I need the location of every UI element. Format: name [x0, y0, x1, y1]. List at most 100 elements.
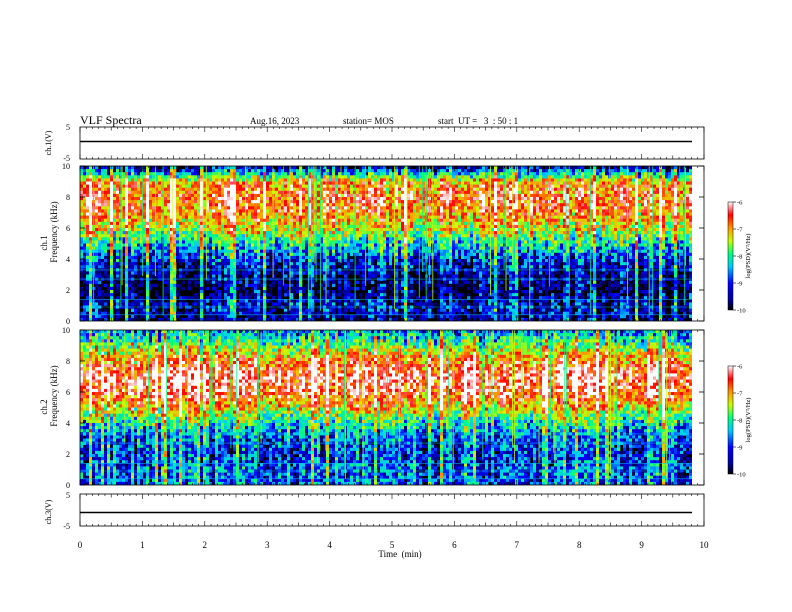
ch1-spectrogram-cell [332, 175, 336, 179]
ch1-spectrogram-cell [185, 240, 189, 244]
ch1-spectrogram-cell [200, 212, 204, 216]
ch1-spectrogram-cell [98, 302, 102, 306]
ch1-spectrogram-cell [335, 246, 339, 250]
ch1-spectrogram-cell [116, 228, 120, 232]
ch1-spectrogram-cell [314, 311, 318, 316]
ch1-spectrogram-cell [386, 193, 390, 198]
ch1-spectrogram-cell [251, 200, 255, 204]
ch1-spectrogram-cell [164, 197, 168, 201]
ch1-spectrogram-cell [377, 169, 381, 173]
ch1-spectrogram-cell [377, 311, 381, 316]
ch1-spectrogram-cell [365, 252, 369, 257]
ch1-spectrogram-cell [209, 262, 213, 266]
ch1-spectrogram-cell [89, 234, 93, 238]
ch1-spectrogram-cell [131, 212, 135, 216]
ch1-spectrogram-cell [131, 237, 135, 241]
ch1-spectrogram-cell [275, 181, 279, 185]
ch1-spectrogram-cell [134, 228, 138, 232]
ch1-spectrogram-cell [131, 206, 135, 210]
ch1-spectrogram-cell [122, 274, 126, 278]
ch1-spectrogram-cell [272, 274, 276, 278]
ch1-spectrogram-cell [182, 296, 186, 300]
ch1-spectrogram-cell [143, 234, 147, 238]
ch1-spectrogram-cell [170, 187, 174, 192]
ch1-spectrogram-cell [149, 193, 153, 198]
ch1-spectrogram-cell [233, 259, 237, 263]
ch1-spectrogram-cell [257, 286, 261, 291]
ch1-spectrogram-cell [386, 172, 390, 176]
ch1-spectrogram-cell [218, 209, 222, 213]
ch1-spectrogram-cell [332, 302, 336, 306]
ch1-spectrogram-cell [377, 181, 381, 185]
ch1-spectrogram-cell [233, 218, 237, 223]
ch1-spectrogram-cell [125, 212, 129, 216]
ch1-spectrogram-cell [308, 234, 312, 238]
ch1-spectrogram-cell [332, 271, 336, 275]
ch1-spectrogram-cell [338, 184, 342, 188]
ch1-spectrogram-cell [179, 240, 183, 244]
ch1-spectrogram-cell [311, 178, 315, 182]
ch1-spectrogram-cell [407, 203, 411, 207]
ch1-spectrogram-cell [335, 200, 339, 204]
ch1-spectrogram-cell [251, 215, 255, 219]
ch1-spectrogram-cell [104, 302, 108, 306]
ch1-spectrogram-cell [395, 308, 399, 312]
ch1-spectrogram-cell [419, 184, 423, 188]
ch1-spectrogram-cell [278, 212, 282, 216]
ch1-spectrogram-cell [386, 178, 390, 182]
ch1-spectrogram-cell [140, 234, 144, 238]
ch1-spectrogram-cell [374, 228, 378, 232]
ch1-spectrogram-cell [164, 187, 168, 192]
ch1-spectrogram-cell [413, 215, 417, 219]
ch1-spectrogram-cell [233, 234, 237, 238]
ch1-spectrogram-cell [158, 221, 162, 226]
ch1-spectrogram-cell [299, 212, 303, 216]
ch1-spectrogram-cell [173, 252, 177, 257]
ch1-spectrogram-cell [212, 203, 216, 207]
ch1-spectrogram-cell [338, 286, 342, 291]
ch1-spectrogram-cell [338, 271, 342, 275]
ch1-spectrogram-cell [383, 249, 387, 254]
ch1-spectrogram-cell [215, 215, 219, 219]
ch1-spectrogram-cell [368, 190, 372, 195]
ch1-spectrogram-cell [185, 172, 189, 176]
ch1-spectrogram-cell [323, 255, 327, 260]
ch1-spectrogram-cell [101, 293, 105, 297]
ch1-spectrogram-cell [311, 228, 315, 232]
ch1-spectrogram-cell [167, 221, 171, 226]
ch1-spectrogram-cell [296, 212, 300, 216]
ch1-spectrogram-cell [284, 299, 288, 303]
ch1-spectrogram-cell [128, 234, 132, 238]
ch1-spectrogram-cell [284, 175, 288, 179]
ch1-spectrogram-cell [293, 259, 297, 263]
ch1-spectrogram-cell [143, 252, 147, 257]
ch1-spectrogram-cell [101, 209, 105, 213]
ch1-spectrogram-cell [401, 218, 405, 223]
ch1-spectrogram-cell [107, 224, 111, 229]
ch1-spectrogram-cell [416, 249, 420, 254]
ch1-spectrogram-cell [386, 187, 390, 192]
ch1-spectrogram-cell [242, 265, 246, 269]
ch1-spectrogram-cell [209, 193, 213, 198]
ch1-spectrogram-cell [89, 209, 93, 213]
ch1-spectrogram-cell [296, 190, 300, 195]
ch1-spectrogram-cell [107, 231, 111, 235]
ch1-spectrogram-cell [227, 172, 231, 176]
ch1-spectrogram-cell [302, 237, 306, 241]
ch1-spectrogram-cell [182, 255, 186, 260]
ch1-spectrogram-cell [188, 283, 192, 288]
ch1-spectrogram-cell [221, 240, 225, 244]
ch1-spectrogram-cell [122, 221, 126, 226]
ch1-spectrogram-cell [257, 308, 261, 312]
ch1-spectrogram-cell [176, 178, 180, 182]
ch1-spectrogram-cell [86, 286, 90, 291]
ch1-spectrogram-cell [311, 203, 315, 207]
ch1-spectrogram-cell [239, 178, 243, 182]
ch1-spectrogram-cell [380, 262, 384, 266]
ch1-spectrogram-cell [188, 262, 192, 266]
ch1-spectrogram-cell [413, 290, 417, 294]
ch1-spectrogram-cell [389, 314, 393, 319]
ch1-spectrogram-cell [230, 317, 234, 321]
ch1-spectrogram-cell [368, 172, 372, 176]
